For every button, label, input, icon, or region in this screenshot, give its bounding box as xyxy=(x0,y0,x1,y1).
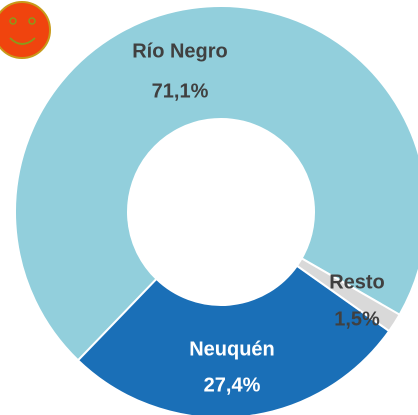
smiley-icon xyxy=(0,1,51,59)
donut-slice xyxy=(14,5,418,362)
slice-value-label: 71,1% xyxy=(152,80,209,102)
slice-value-label: 27,4% xyxy=(204,374,261,396)
slice-label: Resto xyxy=(329,271,385,293)
slice-value-label: 1,5% xyxy=(334,308,380,330)
donut-slice xyxy=(295,256,401,333)
donut-slice xyxy=(76,264,391,415)
slice-label: Río Negro xyxy=(132,40,228,62)
slice-label: Neuquén xyxy=(189,338,275,360)
